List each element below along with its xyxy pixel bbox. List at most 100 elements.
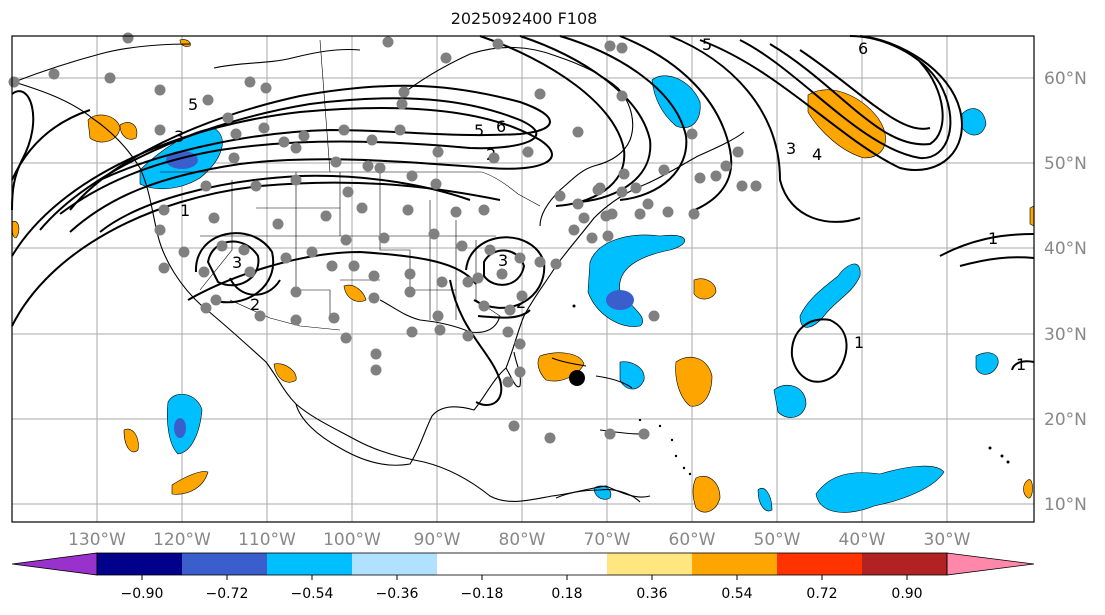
station-dot — [228, 152, 240, 164]
lat-label: 40°N — [1044, 239, 1087, 259]
station-dot — [432, 310, 444, 322]
station-dot — [534, 88, 546, 100]
station-dot — [258, 122, 270, 134]
station-dot — [450, 206, 462, 218]
station-dot — [290, 142, 302, 154]
lat-label: 10°N — [1044, 495, 1087, 515]
anomaly-region — [273, 363, 297, 383]
station-dot — [616, 42, 628, 54]
anomaly-region — [123, 428, 139, 453]
station-dot — [290, 174, 302, 186]
station-dot — [200, 302, 212, 314]
station-dot — [398, 86, 410, 98]
station-dot — [750, 180, 762, 192]
station-dot — [618, 168, 630, 180]
station-dot — [260, 82, 272, 94]
colorbar-extend-high — [946, 552, 1035, 576]
colorbar-tick-label: −0.72 — [206, 586, 249, 602]
station-dot — [326, 260, 338, 272]
station-dot — [320, 210, 332, 222]
lat-label: 60°N — [1044, 69, 1087, 89]
station-dot — [340, 234, 352, 246]
anomaly-region — [343, 284, 367, 302]
station-dot — [630, 182, 642, 194]
lon-label: 70°W — [584, 530, 631, 550]
station-dot — [8, 76, 20, 88]
contour-label: 5 — [474, 121, 484, 140]
anomaly-region — [179, 39, 191, 47]
contour-label: 5 — [188, 95, 198, 114]
station-dot — [440, 52, 452, 64]
contour-label: 5 — [702, 35, 712, 54]
contour-label: 1 — [854, 333, 864, 352]
station-dot — [616, 90, 628, 102]
station-dot — [208, 212, 220, 224]
contour-labels: 5 3 1 3 2 3 2 2 5 6 6 5 3 4 1 1 1 — [174, 35, 1026, 374]
anomaly-region — [975, 352, 999, 375]
station-dot — [290, 314, 302, 326]
station-dot — [434, 324, 446, 336]
contour-label: 2 — [516, 293, 526, 312]
station-dot — [198, 266, 210, 278]
station-dot — [356, 202, 368, 214]
station-dot — [404, 268, 416, 280]
station-dot — [348, 260, 360, 272]
anomaly-region — [693, 278, 717, 300]
station-dot — [516, 290, 528, 302]
colorbar-tick-label: −0.90 — [121, 586, 164, 602]
anomaly-region — [773, 384, 807, 418]
station-dot — [370, 348, 382, 360]
station-dot — [122, 32, 134, 44]
longitude-labels: 130°W 120°W 110°W 100°W 90°W 80°W 70°W 6… — [68, 530, 971, 550]
station-dot — [642, 198, 654, 210]
station-dot — [710, 170, 722, 182]
colorbar-segment — [692, 553, 777, 575]
map-border — [11, 35, 1035, 523]
station-dot — [222, 112, 234, 124]
station-dot — [478, 204, 490, 216]
colorbar-tick-label: 0.18 — [551, 586, 582, 602]
colorbar: −0.90 −0.72 −0.54 −0.36 −0.18 0.18 0.36 … — [11, 552, 1035, 602]
station-dot — [492, 38, 504, 50]
station-dot — [658, 164, 670, 176]
colorbar-segment — [182, 553, 267, 575]
positive-anomaly-regions — [11, 39, 1035, 513]
colorbar-tick-label: −0.36 — [376, 586, 419, 602]
station-dot — [502, 326, 514, 338]
station-dot — [278, 136, 290, 148]
station-dot — [370, 364, 382, 376]
colorbar-segment — [97, 553, 182, 575]
contour-label: 2 — [250, 295, 260, 314]
station-dot — [210, 294, 222, 306]
station-dot — [720, 160, 732, 172]
station-dot — [550, 258, 562, 270]
station-dot — [394, 124, 406, 136]
station-dot — [290, 286, 302, 298]
station-dot — [514, 252, 526, 264]
station-dot — [48, 68, 60, 80]
anomaly-core — [174, 418, 186, 438]
islands — [572, 304, 1010, 476]
station-dot — [534, 256, 546, 268]
station-dot — [330, 156, 342, 168]
colorbar-tick-label: −0.54 — [291, 586, 334, 602]
station-dot — [432, 146, 444, 158]
lon-label: 130°W — [68, 530, 126, 550]
colorbar-segment — [777, 553, 862, 575]
station-dot — [578, 212, 590, 224]
station-dot — [472, 272, 484, 284]
station-dot — [340, 332, 352, 344]
colorbar-tick-label: 0.36 — [636, 586, 667, 602]
station-dot — [568, 224, 580, 236]
station-dot — [604, 40, 616, 52]
anomaly-region — [1023, 479, 1033, 499]
station-dot — [488, 152, 500, 164]
station-dot — [638, 428, 650, 440]
station-dot — [616, 186, 628, 198]
colorbar-tick-label: 0.90 — [891, 586, 922, 602]
station-dot — [686, 128, 698, 140]
station-dot — [736, 180, 748, 192]
anomaly-region — [692, 476, 721, 513]
station-dot — [154, 84, 166, 96]
